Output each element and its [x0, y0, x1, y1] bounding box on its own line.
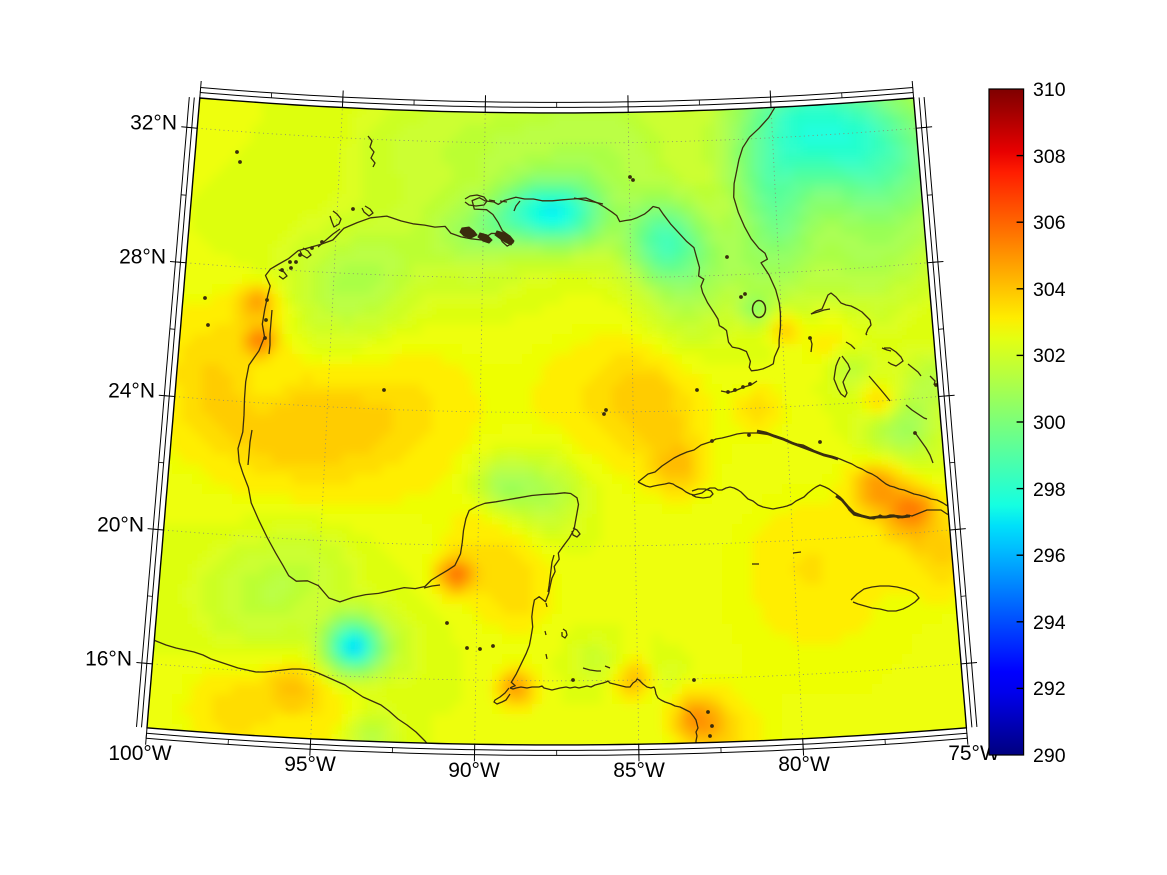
svg-text:300: 300	[1033, 412, 1066, 434]
svg-text:80°W: 80°W	[778, 753, 830, 776]
svg-text:20°N: 20°N	[97, 514, 144, 537]
svg-text:310: 310	[1033, 79, 1066, 101]
svg-text:298: 298	[1033, 479, 1066, 501]
svg-text:16°N: 16°N	[85, 648, 132, 671]
svg-text:100°W: 100°W	[108, 742, 171, 765]
svg-text:308: 308	[1033, 146, 1066, 168]
svg-text:302: 302	[1033, 345, 1066, 367]
svg-text:32°N: 32°N	[130, 112, 177, 135]
svg-text:306: 306	[1033, 212, 1066, 234]
svg-text:304: 304	[1033, 279, 1066, 301]
svg-text:24°N: 24°N	[108, 380, 155, 403]
svg-text:75°W: 75°W	[948, 742, 1000, 765]
svg-text:85°W: 85°W	[613, 759, 665, 782]
svg-text:294: 294	[1033, 612, 1066, 634]
svg-text:90°W: 90°W	[448, 759, 500, 782]
svg-text:296: 296	[1033, 545, 1066, 567]
svg-text:292: 292	[1033, 678, 1066, 700]
svg-text:95°W: 95°W	[284, 753, 336, 776]
svg-text:290: 290	[1033, 745, 1066, 767]
svg-text:28°N: 28°N	[119, 246, 166, 269]
